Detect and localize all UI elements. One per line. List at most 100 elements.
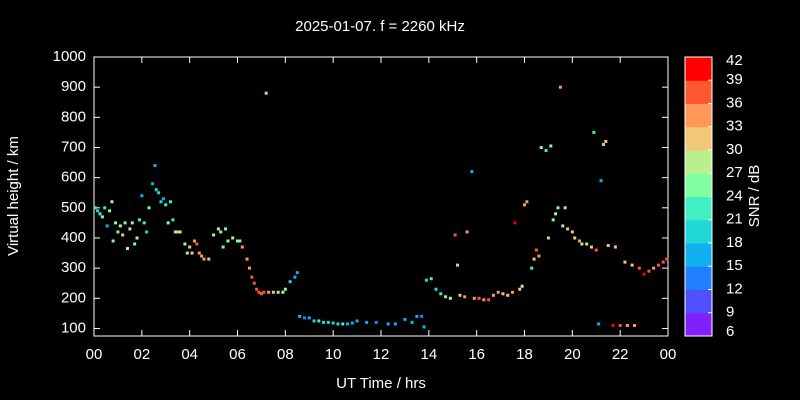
colorbar-bin: [685, 173, 712, 197]
x-tick-label: 18: [516, 346, 533, 363]
colorbar-tick-label: 18: [726, 234, 743, 251]
data-point: [142, 221, 146, 225]
data-point: [551, 218, 555, 222]
data-point: [114, 221, 118, 225]
data-point: [202, 257, 206, 261]
data-point: [444, 295, 448, 299]
colorbar-tick-label: 9: [726, 304, 734, 321]
data-point: [178, 230, 182, 234]
data-point: [422, 325, 426, 329]
data-point: [496, 290, 500, 294]
data-point: [236, 239, 239, 243]
y-tick-label: 400: [61, 229, 86, 246]
data-point: [161, 197, 165, 201]
data-point: [537, 254, 541, 258]
data-point: [630, 263, 634, 267]
data-point: [523, 203, 526, 207]
data-point: [511, 290, 515, 294]
data-point: [317, 319, 321, 323]
data-point: [652, 266, 656, 270]
colorbar-tick-label: 39: [726, 71, 743, 88]
x-tick-label: 16: [468, 346, 485, 363]
colorbar-bin: [685, 57, 712, 81]
data-point: [276, 290, 280, 294]
data-point: [135, 236, 139, 240]
x-tick-label: 04: [181, 346, 198, 363]
data-point: [145, 230, 149, 234]
y-tick-label: 200: [61, 289, 86, 306]
data-point: [183, 242, 187, 246]
data-point: [216, 227, 220, 231]
data-point: [604, 139, 608, 143]
data-point: [188, 245, 192, 249]
data-point: [336, 322, 340, 326]
data-point: [98, 212, 102, 216]
data-point: [403, 317, 407, 321]
data-point: [262, 290, 266, 294]
data-point: [532, 257, 536, 261]
data-point: [250, 275, 254, 279]
data-point: [96, 209, 100, 213]
x-tick-label: 02: [133, 346, 150, 363]
data-point: [482, 298, 486, 302]
data-point: [176, 230, 180, 234]
data-point: [458, 293, 462, 297]
data-point: [307, 316, 311, 320]
data-point: [93, 206, 97, 210]
data-point: [420, 314, 424, 318]
data-point: [224, 227, 228, 231]
data-point: [312, 319, 316, 323]
data-point: [611, 323, 615, 327]
colorbar-tick-label: 12: [726, 280, 743, 297]
data-point: [487, 298, 491, 302]
data-point: [580, 242, 584, 246]
data-point: [518, 287, 522, 291]
data-point: [281, 290, 285, 294]
data-point: [288, 280, 292, 284]
data-point: [573, 236, 577, 240]
colorbar-label: SNR / dB: [746, 165, 763, 228]
data-point: [520, 284, 524, 288]
x-tick-label: 00: [86, 346, 103, 363]
data-point: [125, 247, 129, 251]
data-point: [637, 266, 641, 270]
data-point: [606, 244, 610, 248]
colorbar-tick-label: 33: [726, 118, 743, 135]
data-point: [549, 144, 553, 148]
data-point: [393, 322, 397, 326]
data-point: [623, 260, 627, 264]
data-point: [157, 191, 161, 195]
y-tick-label: 800: [61, 108, 86, 125]
data-point: [424, 278, 428, 282]
data-point: [130, 221, 134, 225]
data-point: [506, 293, 510, 297]
data-point: [190, 251, 194, 255]
data-point: [456, 263, 460, 267]
data-point: [255, 287, 259, 291]
data-point: [298, 314, 302, 318]
data-point: [656, 263, 660, 267]
data-point: [105, 224, 109, 228]
data-point: [169, 200, 173, 204]
data-point: [453, 233, 457, 237]
data-point: [238, 239, 242, 243]
colorbar-tick-label: 24: [726, 187, 743, 204]
data-point: [264, 91, 268, 95]
x-tick-label: 12: [373, 346, 390, 363]
data-point: [154, 188, 158, 192]
data-point: [661, 260, 665, 264]
colorbar-tick-label: 30: [726, 141, 743, 158]
data-point: [558, 85, 562, 89]
data-point: [410, 320, 414, 324]
data-point: [470, 170, 474, 174]
chart-title: 2025-01-07. f = 2260 kHz: [295, 18, 465, 35]
data-point: [477, 296, 481, 300]
colorbar-tick-label: 6: [726, 323, 734, 340]
data-point: [448, 296, 452, 300]
data-point: [128, 227, 132, 231]
colorbar-tick-label: 21: [726, 211, 743, 228]
data-point: [100, 215, 104, 219]
data-point: [534, 248, 538, 252]
data-point: [116, 230, 120, 234]
data-point: [556, 206, 560, 210]
